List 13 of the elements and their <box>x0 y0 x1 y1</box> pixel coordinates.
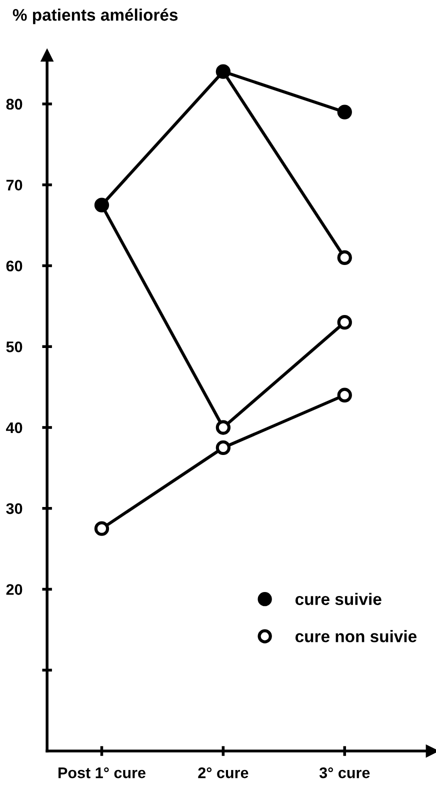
x-tick-label: Post 1° cure <box>58 767 146 778</box>
y-tick-label: 70 <box>6 180 22 191</box>
y-axis-title: % patients améliorés <box>12 8 178 24</box>
legend-label: cure non suivie <box>295 630 417 642</box>
y-tick-label: 20 <box>6 584 22 595</box>
y-tick-label: 30 <box>6 503 22 514</box>
y-tick-label: 80 <box>6 98 22 110</box>
x-tick-label: 3° cure <box>319 767 370 778</box>
legend-label: cure suivie <box>295 592 382 606</box>
x-tick-label: 2° cure <box>198 767 248 778</box>
y-tick-label: 40 <box>6 422 22 434</box>
y-tick-label: 60 <box>6 260 22 272</box>
y-tick-label: 50 <box>6 341 22 352</box>
